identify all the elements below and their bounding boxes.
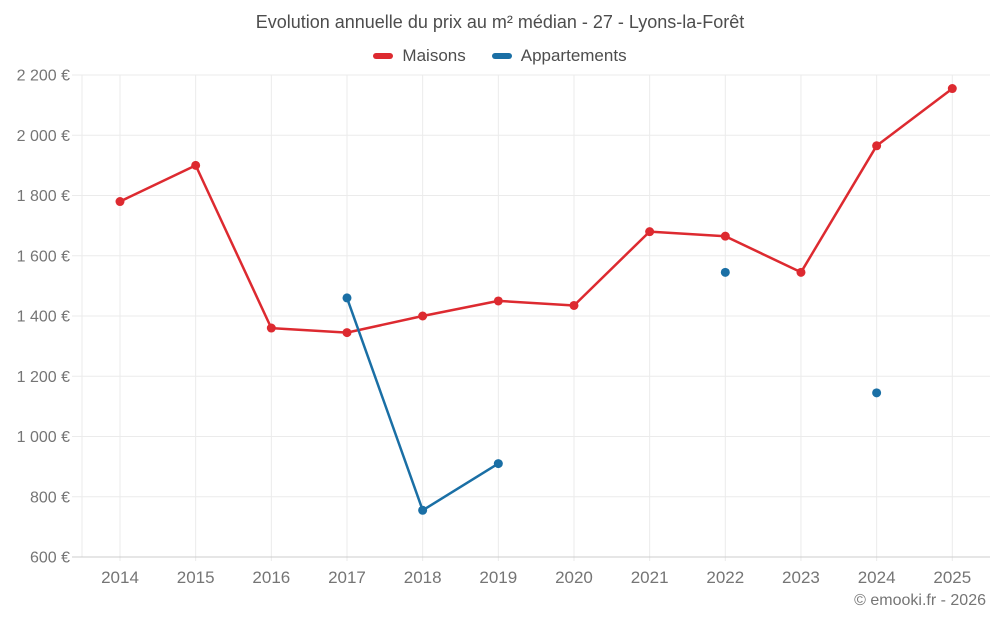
- y-axis-label-1400: 1 400 €: [17, 309, 70, 326]
- y-axis-label-800: 800 €: [30, 489, 70, 506]
- x-axis-label-2014: 2014: [101, 568, 139, 587]
- x-axis-label-2020: 2020: [555, 568, 593, 587]
- y-axis-label-600: 600 €: [30, 550, 70, 567]
- data-point-appartements-2022[interactable]: [720, 267, 730, 277]
- y-axis-label-2000: 2 000 €: [17, 128, 70, 145]
- y-axis-label-1800: 1 800 €: [17, 188, 70, 205]
- x-axis-label-2016: 2016: [252, 568, 290, 587]
- maisons-swatch-icon: [373, 53, 394, 59]
- data-point-maisons-2025[interactable]: [947, 84, 957, 94]
- data-point-maisons-2024[interactable]: [872, 141, 882, 151]
- legend-label-maisons: Maisons: [402, 46, 466, 65]
- x-axis-label-2018: 2018: [404, 568, 442, 587]
- data-point-maisons-2022[interactable]: [720, 231, 730, 241]
- appartements-series-line: [347, 298, 877, 510]
- data-point-appartements-2018[interactable]: [418, 505, 428, 515]
- chart-title: Evolution annuelle du prix au m² médian …: [255, 12, 745, 32]
- y-axis-label-2200: 2 200 €: [17, 68, 70, 85]
- data-point-maisons-2020[interactable]: [569, 300, 579, 310]
- data-point-maisons-2016[interactable]: [266, 323, 276, 333]
- data-point-maisons-2021[interactable]: [645, 227, 655, 237]
- y-axis-label-1000: 1 000 €: [17, 429, 70, 446]
- appartements-swatch-icon: [491, 53, 512, 59]
- x-axis-label-2021: 2021: [631, 568, 669, 587]
- data-point-maisons-2019[interactable]: [493, 296, 503, 306]
- y-axis-label-1600: 1 600 €: [17, 248, 70, 265]
- data-point-maisons-2015[interactable]: [191, 160, 201, 170]
- x-axis-label-2025: 2025: [933, 568, 971, 587]
- legend-label-appartements: Appartements: [520, 46, 627, 65]
- maisons-series-line: [118, 87, 954, 334]
- data-point-maisons-2023[interactable]: [796, 267, 806, 277]
- x-axis-label-2017: 2017: [328, 568, 366, 587]
- x-axis-label-2023: 2023: [782, 568, 820, 587]
- data-point-appartements-2019[interactable]: [493, 459, 503, 469]
- x-axis-label-2022: 2022: [706, 568, 744, 587]
- copyright-footer: © emooki.fr - 2026: [854, 592, 986, 609]
- x-axis-label-2015: 2015: [177, 568, 215, 587]
- data-point-maisons-2018[interactable]: [418, 311, 428, 321]
- data-point-appartements-2017[interactable]: [342, 293, 352, 303]
- data-point-maisons-2017[interactable]: [342, 328, 352, 338]
- y-axis-label-1200: 1 200 €: [17, 369, 70, 386]
- legend: Maisons Appartements: [0, 46, 1000, 66]
- x-axis-label-2024: 2024: [858, 568, 896, 587]
- x-axis-label-2019: 2019: [479, 568, 517, 587]
- legend-item-maisons[interactable]: Maisons: [373, 46, 466, 66]
- legend-item-appartements[interactable]: Appartements: [491, 46, 627, 66]
- data-point-appartements-2024[interactable]: [872, 388, 882, 398]
- data-point-maisons-2014[interactable]: [115, 197, 125, 207]
